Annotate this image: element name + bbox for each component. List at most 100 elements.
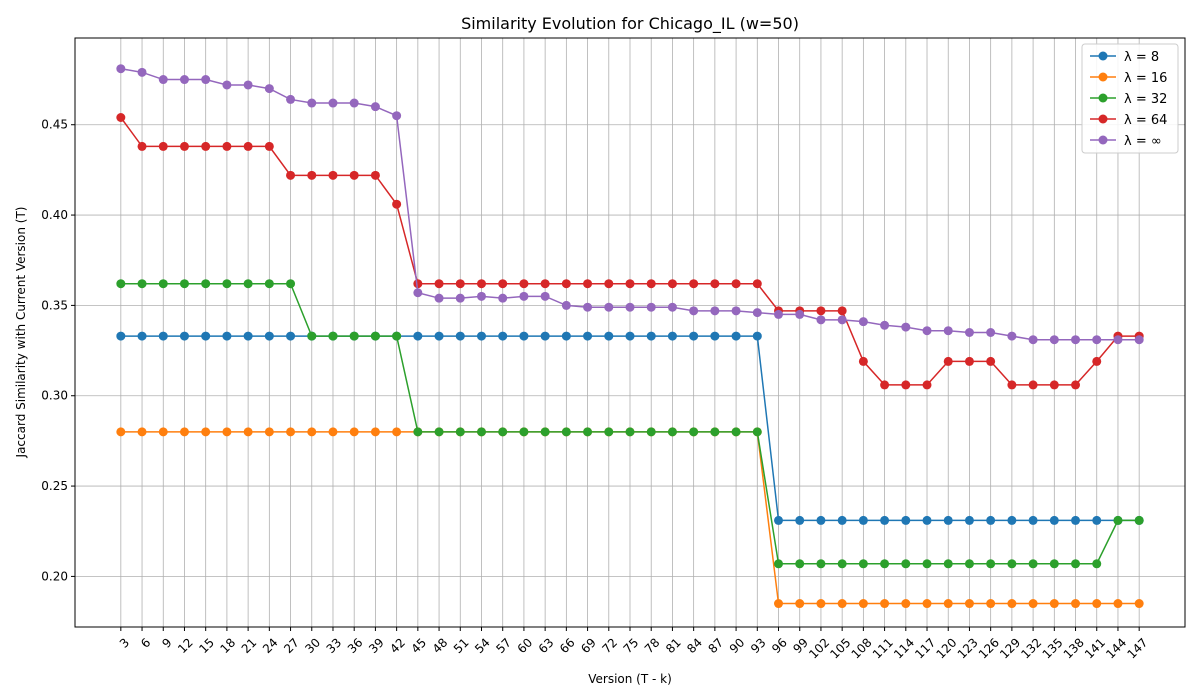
data-point xyxy=(858,317,868,327)
legend-box xyxy=(1081,43,1179,154)
data-point xyxy=(455,293,465,303)
data-point xyxy=(201,75,211,85)
data-point xyxy=(731,279,741,289)
data-point xyxy=(243,80,253,90)
series-3 xyxy=(116,112,1144,390)
data-point xyxy=(816,559,826,569)
data-point xyxy=(179,141,189,151)
data-point xyxy=(964,515,974,525)
data-point xyxy=(752,331,762,341)
y-axis-ticks: 0.20 0.25 0.30 0.35 0.40 0.45 xyxy=(41,118,75,583)
data-point xyxy=(986,356,996,366)
x-tick-label: 48 xyxy=(430,635,451,656)
data-point xyxy=(1113,599,1123,609)
data-point xyxy=(137,67,147,77)
x-tick-label: 96 xyxy=(769,635,790,656)
data-point xyxy=(943,326,953,336)
data-point xyxy=(710,331,720,341)
y-axis-title: Jaccard Similarity with Current Version … xyxy=(14,207,28,459)
data-point xyxy=(774,599,784,609)
data-point xyxy=(116,427,126,437)
x-tick-label: 87 xyxy=(705,635,726,656)
data-point xyxy=(752,279,762,289)
data-point xyxy=(1071,599,1081,609)
data-point xyxy=(922,559,932,569)
data-point xyxy=(604,331,614,341)
data-point xyxy=(731,331,741,341)
x-tick-label: 108 xyxy=(849,635,875,661)
data-point xyxy=(837,599,847,609)
data-point xyxy=(667,331,677,341)
data-point xyxy=(243,141,253,151)
data-point xyxy=(1007,331,1017,341)
data-point xyxy=(646,331,656,341)
x-tick-label: 78 xyxy=(642,635,663,656)
data-point xyxy=(1092,515,1102,525)
data-point xyxy=(158,279,168,289)
data-point xyxy=(137,427,147,437)
data-point xyxy=(1049,335,1059,345)
data-point xyxy=(498,331,508,341)
x-tick-label: 39 xyxy=(366,635,387,656)
data-point xyxy=(986,599,996,609)
data-point xyxy=(455,427,465,437)
data-point xyxy=(434,279,444,289)
data-point xyxy=(116,64,126,74)
legend-item: λ = ∞ xyxy=(1090,134,1162,149)
data-point xyxy=(795,309,805,319)
data-point xyxy=(561,279,571,289)
data-point xyxy=(858,515,868,525)
x-tick-label: 12 xyxy=(175,635,196,656)
x-tick-label: 90 xyxy=(727,635,748,656)
data-point xyxy=(286,94,296,104)
data-point xyxy=(943,515,953,525)
x-tick-label: 63 xyxy=(536,635,557,656)
data-point xyxy=(328,98,338,108)
data-point xyxy=(858,599,868,609)
data-point xyxy=(201,141,211,151)
data-point xyxy=(625,302,635,312)
legend-label: λ = 64 xyxy=(1124,113,1167,128)
x-tick-label: 18 xyxy=(218,635,239,656)
x-tick-label: 9 xyxy=(159,635,174,650)
data-point xyxy=(307,427,317,437)
data-point xyxy=(604,279,614,289)
data-point xyxy=(243,279,253,289)
data-point xyxy=(1049,559,1059,569)
data-point xyxy=(158,141,168,151)
x-tick-label: 54 xyxy=(472,635,493,656)
data-point xyxy=(1134,515,1144,525)
x-tick-label: 72 xyxy=(599,635,620,656)
data-point xyxy=(689,331,699,341)
data-point xyxy=(413,427,423,437)
data-point xyxy=(498,293,508,303)
data-point xyxy=(519,331,529,341)
data-point xyxy=(858,356,868,366)
data-point xyxy=(328,170,338,180)
data-point xyxy=(349,98,359,108)
data-point xyxy=(540,331,550,341)
data-point xyxy=(158,75,168,85)
data-point xyxy=(179,75,189,85)
data-point xyxy=(1049,599,1059,609)
data-point xyxy=(901,322,911,332)
data-point xyxy=(583,279,593,289)
data-point xyxy=(964,559,974,569)
legend-label: λ = 16 xyxy=(1124,71,1167,86)
legend-item: λ = 8 xyxy=(1090,50,1159,65)
data-point xyxy=(1007,599,1017,609)
x-axis-title: Version (T - k) xyxy=(588,672,672,686)
data-point xyxy=(795,515,805,525)
x-tick-label: 102 xyxy=(806,635,832,661)
data-point xyxy=(986,559,996,569)
legend-marker xyxy=(1098,114,1108,124)
data-point xyxy=(243,331,253,341)
x-tick-label: 36 xyxy=(345,635,366,656)
data-point xyxy=(837,559,847,569)
x-tick-label: 3 xyxy=(117,635,132,650)
data-point xyxy=(837,315,847,325)
y-tick-label: 0.40 xyxy=(41,208,68,222)
data-point xyxy=(476,291,486,301)
data-point xyxy=(816,515,826,525)
x-tick-label: 144 xyxy=(1103,635,1129,661)
